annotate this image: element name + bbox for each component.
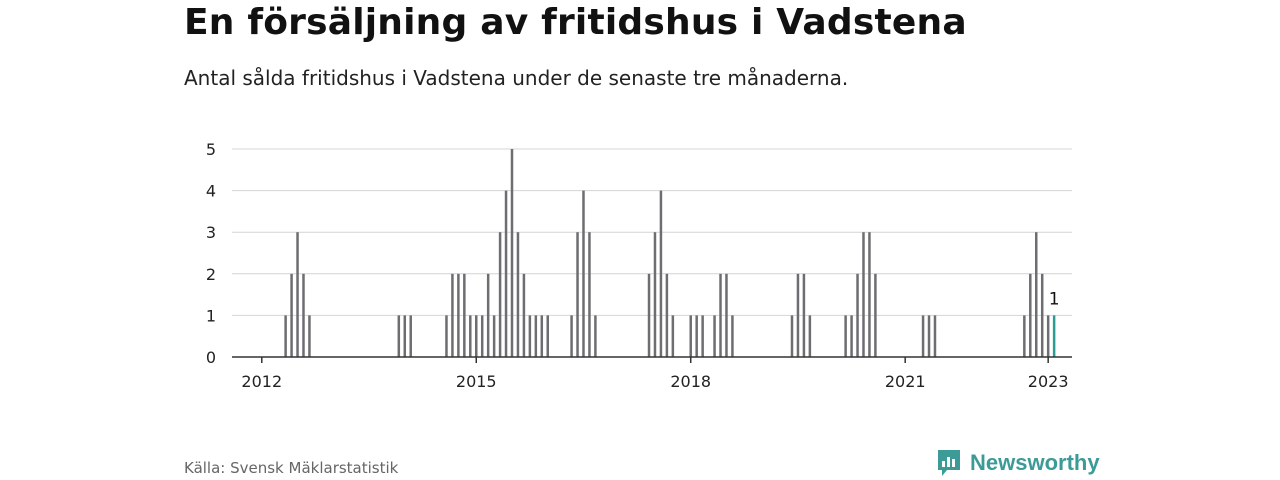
bar [540, 315, 544, 357]
axes [232, 356, 1072, 363]
bar [659, 190, 663, 357]
x-tick-label: 2023 [1028, 372, 1069, 391]
bar [469, 315, 472, 357]
bar [475, 315, 478, 357]
bar [653, 232, 657, 357]
bar [1023, 315, 1026, 357]
bar [1029, 273, 1032, 357]
bar [570, 315, 573, 357]
bar [1035, 232, 1038, 357]
x-tick-label: 2021 [885, 372, 926, 391]
bar [713, 315, 716, 357]
bar [862, 232, 865, 357]
bar [588, 232, 591, 357]
brand-name: Newsworthy [970, 450, 1100, 475]
bar [397, 315, 401, 357]
bar [534, 315, 538, 357]
bar [850, 315, 853, 357]
bar [671, 315, 675, 357]
y-tick-label: 4 [206, 182, 216, 201]
bar [874, 273, 877, 357]
labels: 0 1 2 3 4 5 2012 2015 2018 2021 2023 1 [206, 140, 1069, 391]
bar [856, 273, 859, 357]
bar [1046, 315, 1050, 357]
bar [802, 273, 806, 357]
bar [296, 232, 299, 357]
bar [701, 315, 704, 357]
x-tick-label: 2012 [241, 372, 282, 391]
bar [1052, 315, 1056, 357]
bar [594, 315, 597, 357]
bar [808, 315, 812, 357]
bar [445, 315, 448, 357]
bar [576, 232, 579, 357]
bar [528, 315, 532, 357]
bar [498, 232, 502, 357]
chart-subtitle: Antal sålda fritidshus i Vadstena under … [184, 66, 849, 90]
bar [582, 190, 585, 357]
y-tick-label: 2 [206, 265, 216, 284]
bar [516, 232, 520, 357]
bar [796, 273, 800, 357]
y-tick-label: 0 [206, 348, 216, 367]
bar [725, 273, 728, 357]
bar [290, 273, 293, 357]
bar [921, 315, 925, 357]
x-tick-label: 2018 [670, 372, 711, 391]
bar [868, 232, 871, 357]
bar [1040, 273, 1044, 357]
bars [284, 149, 1056, 357]
source-note: Källa: Svensk Mäklarstatistik [184, 459, 399, 477]
bar [522, 273, 526, 357]
bar [695, 315, 698, 357]
bar [510, 149, 514, 357]
bar [308, 315, 311, 357]
y-tick-label: 1 [206, 306, 216, 325]
bar [844, 315, 847, 357]
bar [457, 273, 460, 357]
bar [284, 315, 287, 357]
y-tick-label: 5 [206, 140, 216, 159]
bar [302, 273, 305, 357]
bar [647, 273, 651, 357]
bar [403, 315, 407, 357]
y-tick-label: 3 [206, 223, 216, 242]
x-tick-label: 2015 [456, 372, 497, 391]
bar [451, 273, 454, 357]
data-label: 1 [1049, 289, 1060, 309]
bar [927, 315, 931, 357]
bar [689, 315, 692, 357]
bar [719, 273, 722, 357]
bar [492, 315, 496, 357]
chart-title: En försäljning av fritidshus i Vadstena [184, 2, 967, 43]
brand-logo[interactable]: Newsworthy [936, 448, 1100, 478]
gridlines [232, 148, 1072, 316]
bar [665, 273, 669, 357]
bar [546, 315, 549, 357]
bar [731, 315, 734, 357]
bar [486, 273, 490, 357]
newsworthy-logo-icon [938, 450, 960, 476]
bar [504, 190, 508, 357]
bar [933, 315, 937, 357]
bar [480, 315, 484, 357]
bar [790, 315, 794, 357]
bar [409, 315, 412, 357]
bar [463, 273, 466, 357]
